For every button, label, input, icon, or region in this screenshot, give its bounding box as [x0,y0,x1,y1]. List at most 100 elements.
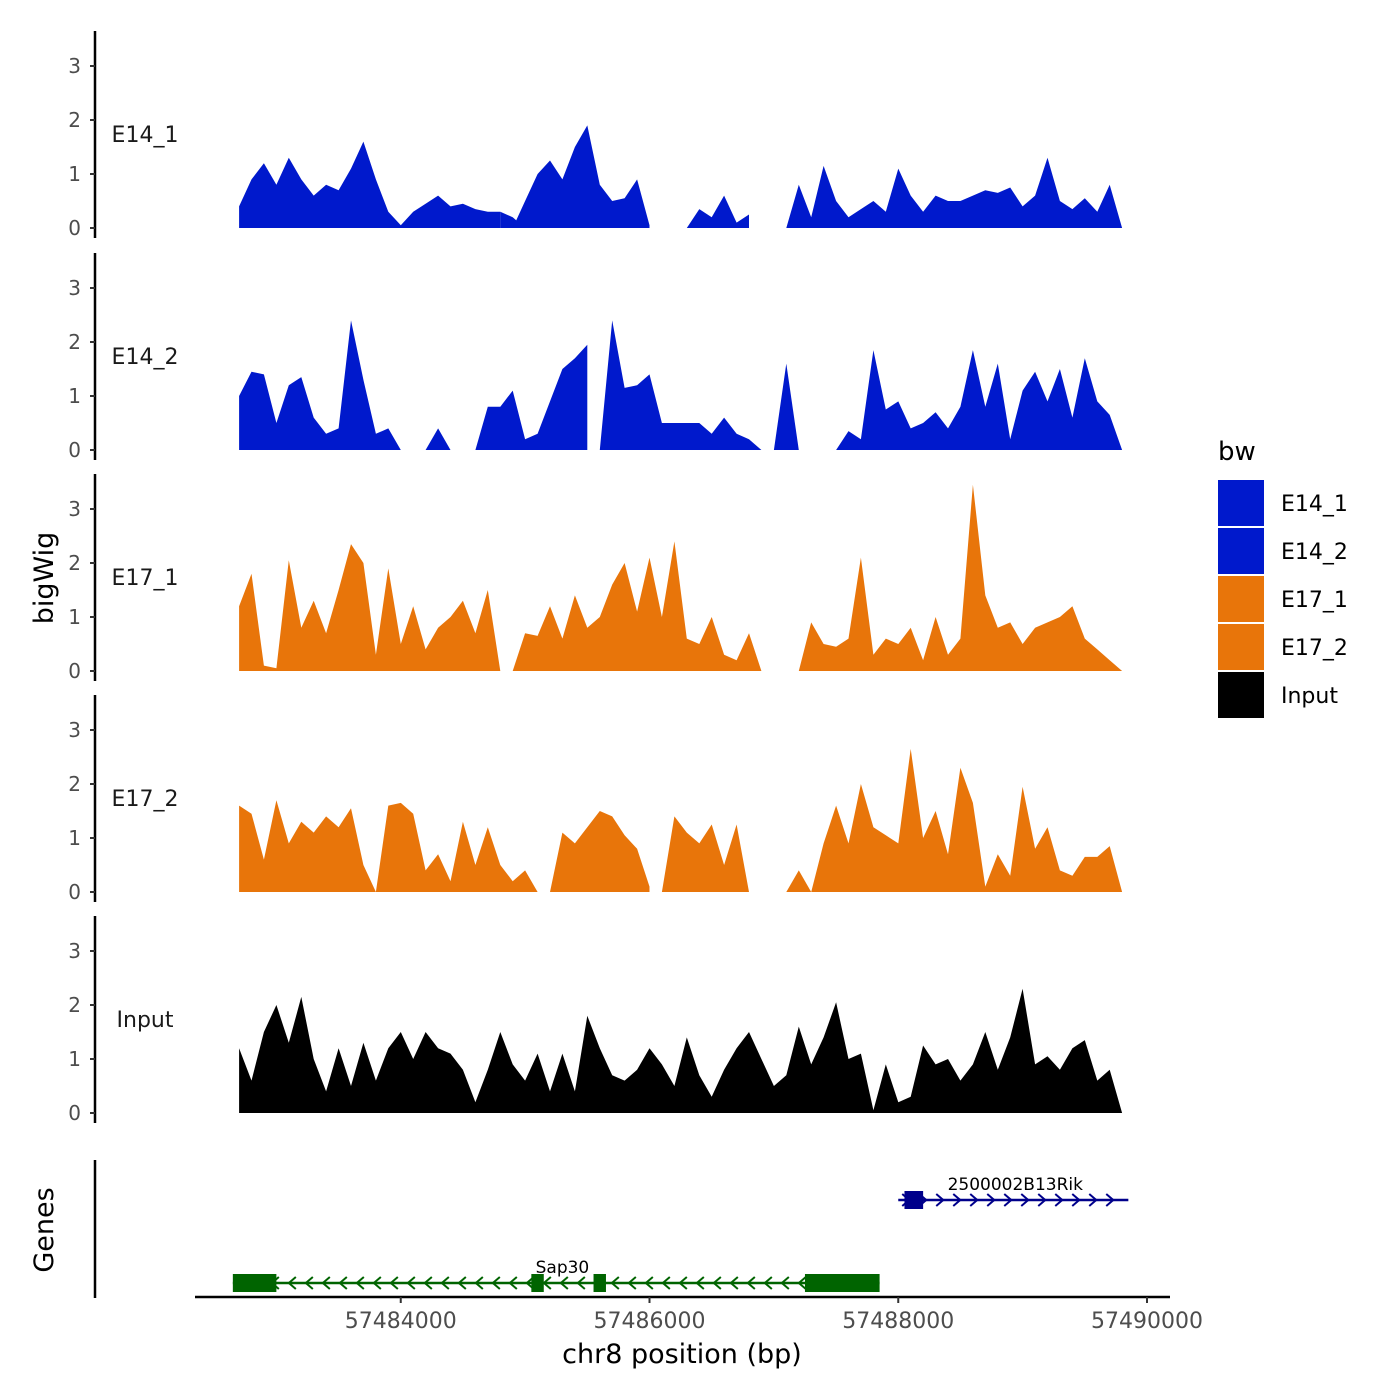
legend: bw E14_1 E14_2 E17_1 E17_2 Input [1218,437,1348,718]
strand-arrow-icon [780,1276,790,1290]
track-e14-1: 0 1 2 3 E14_1 [68,31,1123,240]
y-tick-label: 2 [68,551,81,575]
legend-swatch [1218,480,1264,526]
track-label: E14_1 [112,123,179,148]
gene-2500002b13rik: 2500002B13Rik [898,1175,1129,1209]
strand-arrow-icon [952,1193,962,1207]
strand-arrow-icon [576,1276,586,1290]
y-tick-label: 1 [68,162,81,186]
signal-area-e14-2 [239,320,401,450]
track-e17-1: 0 1 2 3 E17_1 [68,474,1123,683]
strand-arrow-icon [406,1276,416,1290]
legend-item-e17-1: E17_1 [1218,576,1348,622]
y-tick-label: 0 [68,1101,81,1125]
signal-area-e17-1 [239,544,501,671]
gene-exon [804,1274,880,1292]
legend-item-input: Input [1218,672,1338,718]
strand-arrow-icon [508,1276,518,1290]
y-tick-label: 0 [68,438,81,462]
strand-arrow-icon [559,1276,569,1290]
y-tick-label: 3 [68,718,81,742]
strand-arrow-icon [474,1276,484,1290]
y-tick-label: 3 [68,54,81,78]
legend-item-e14-2: E14_2 [1218,528,1348,574]
y-axis-title: bigWig [29,532,60,625]
signal-area-e14-1 [512,125,650,228]
strand-arrow-icon [797,1276,807,1290]
signal-area-input [239,988,1123,1113]
y-tick-label: 2 [68,330,81,354]
y-tick-label: 1 [68,826,81,850]
legend-label: E14_1 [1281,492,1348,517]
y-tick-label: 3 [68,497,81,521]
y-tick-label: 3 [68,276,81,300]
legend-label: Input [1281,684,1338,709]
strand-arrow-icon [678,1276,688,1290]
y-tick-label: 1 [68,605,81,629]
x-tick-label: 57484000 [345,1309,457,1334]
legend-label: E17_2 [1281,636,1348,661]
strand-arrow-icon [338,1276,348,1290]
strand-arrow-icon [627,1276,637,1290]
x-axis-title: chr8 position (bp) [562,1339,802,1370]
strand-arrow-icon [491,1276,501,1290]
signal-area-e14-2 [425,428,451,450]
y-tick-label: 0 [68,216,81,240]
gene-exon [904,1191,924,1209]
signal-area-e17-1 [512,541,762,671]
signal-area-e17-2 [239,800,376,892]
genes-axis-title: Genes [29,1187,60,1272]
legend-swatch [1218,672,1264,718]
legend-item-e17-2: E17_2 [1218,624,1348,670]
legend-title: bw [1218,437,1256,467]
strand-arrow-icon [1088,1193,1098,1207]
y-tick-label: 1 [68,1047,81,1071]
gene-exon [232,1274,277,1292]
y-tick-label: 0 [68,880,81,904]
strand-arrow-icon [542,1276,552,1290]
legend-item-e14-1: E14_1 [1218,480,1348,526]
legend-label: E17_1 [1281,588,1348,613]
strand-arrow-icon [712,1276,722,1290]
strand-arrow-icon [644,1276,654,1290]
strand-arrow-icon [746,1276,756,1290]
x-tick-label: 57490000 [1091,1309,1203,1334]
signal-area-e17-1 [798,484,1123,671]
strand-arrow-icon [695,1276,705,1290]
signal-area-e14-1 [239,141,501,228]
strand-arrow-icon [304,1276,314,1290]
signal-area-e14-2 [599,320,762,450]
signal-area-e14-1 [686,195,749,228]
strand-arrow-icon [610,1276,620,1290]
strand-arrow-icon [440,1276,450,1290]
strand-arrow-icon [321,1276,331,1290]
legend-swatch [1218,624,1264,670]
strand-arrow-icon [457,1276,467,1290]
legend-swatch [1218,576,1264,622]
genes-panel: 2500002B13Rik Sap30 [93,1160,1129,1298]
track-label: Input [117,1008,174,1033]
track-e14-2: 0 1 2 3 E14_2 [68,253,1123,462]
strand-arrow-icon [969,1193,979,1207]
strand-arrow-icon [1020,1193,1030,1207]
strand-arrow-icon [1054,1193,1064,1207]
y-tick-label: 2 [68,108,81,132]
legend-swatch [1218,528,1264,574]
gene-label: Sap30 [536,1258,590,1278]
track-label: E17_1 [112,566,179,591]
signal-area-e17-2 [786,870,812,892]
strand-arrow-icon [423,1276,433,1290]
signal-area-e17-2 [811,748,1123,892]
strand-arrow-icon [986,1193,996,1207]
y-tick-label: 0 [68,659,81,683]
strand-arrow-icon [1003,1193,1013,1207]
gene-sap30: Sap30 [232,1258,880,1292]
gene-exon [593,1274,606,1292]
strand-arrow-icon [1071,1193,1081,1207]
x-tick-label: 57488000 [842,1309,954,1334]
strand-arrow-icon [1037,1193,1047,1207]
signal-area-e17-2 [550,811,650,892]
y-tick-label: 2 [68,993,81,1017]
x-tick-label: 57486000 [594,1309,706,1334]
